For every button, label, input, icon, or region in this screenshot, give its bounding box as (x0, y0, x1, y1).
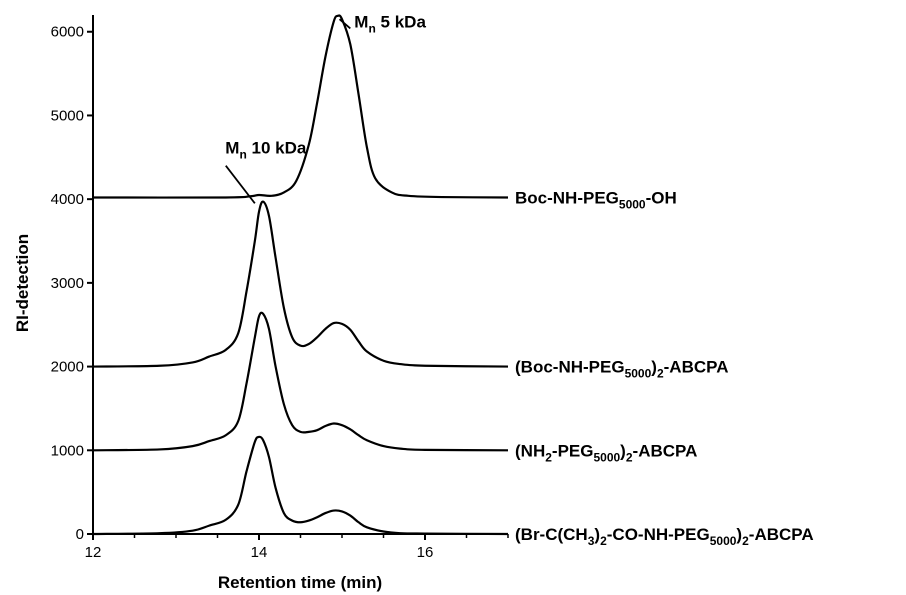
annotations: Mn​ 5 kDa Mn​ 10 kDa (225, 12, 426, 204)
y-tick-label: 4000 (51, 191, 84, 208)
series-labels: Boc-NH-PEG5000​-OH (Boc-NH-PEG5000​)2​-AB… (515, 188, 814, 548)
annotation-leader-2 (225, 165, 256, 204)
trace-2 (92, 200, 509, 368)
y-tick-label: 3000 (51, 275, 84, 292)
x-tick-label: 12 (85, 544, 102, 561)
series-label-1: Boc-NH-PEG5000​-OH (515, 188, 677, 211)
y-axis-title: RI-detection (13, 234, 32, 332)
x-tick-label: 16 (417, 544, 434, 561)
annotation-label-2: Mn​ 10 kDa (225, 139, 307, 162)
traces (92, 14, 509, 536)
x-axis-title: Retention time (min) (218, 573, 382, 592)
annotation-label-1: Mn​ 5 kDa (354, 12, 426, 35)
annotation-leader-1 (338, 18, 351, 30)
y-tick-label: 5000 (51, 107, 84, 124)
series-label-2: (Boc-NH-PEG5000​)2​-ABCPA (515, 358, 728, 381)
axes: 0 1000 2000 3000 4000 5000 6000 12 14 16 (51, 15, 509, 561)
trace-1 (92, 14, 509, 199)
y-tick-label: 2000 (51, 359, 84, 376)
y-tick-label: 0 (76, 526, 84, 543)
y-tick-label: 1000 (51, 442, 84, 459)
trace-4 (92, 435, 509, 536)
trace-3 (92, 311, 509, 452)
series-label-3: (NH2​-PEG5000​)2​-ABCPA (515, 441, 697, 464)
y-tick-label: 6000 (51, 24, 84, 41)
series-label-4: (Br-C(CH3​)2​-CO-NH-PEG5000​)2​-ABCPA (515, 525, 814, 548)
x-tick-label: 14 (251, 544, 268, 561)
